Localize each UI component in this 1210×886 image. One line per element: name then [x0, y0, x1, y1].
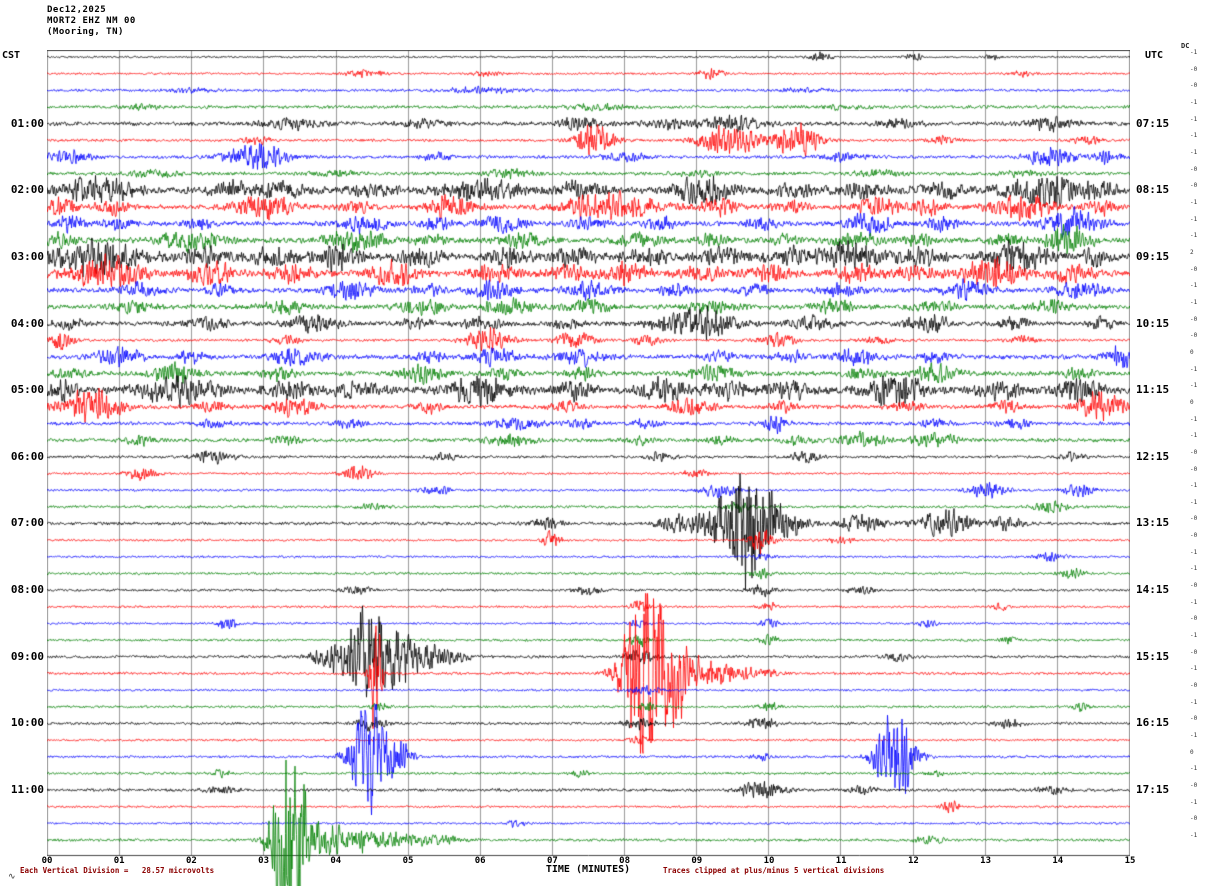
x-axis-title: TIME (MINUTES) [545, 864, 631, 875]
x-tick-label: 10 [763, 856, 775, 866]
dc-value: -1 [1190, 598, 1198, 606]
dc-value: -0 [1190, 332, 1198, 340]
x-tick-label: 13 [980, 856, 992, 866]
dc-value: -1 [1190, 665, 1198, 673]
x-tick-label: 01 [113, 856, 125, 866]
x-tick-label: 06 [474, 856, 486, 866]
dc-value: -0 [1190, 682, 1198, 690]
dc-value: -0 [1190, 582, 1198, 590]
x-tick-label: 02 [185, 856, 197, 866]
dc-value: -1 [1190, 132, 1198, 140]
cst-hour-label: 10:00 [10, 716, 44, 730]
dc-value: -1 [1190, 698, 1198, 706]
x-tick-label: 03 [258, 856, 270, 866]
x-tick-label: 11 [835, 856, 847, 866]
dc-value: -1 [1190, 632, 1198, 640]
dc-value: -1 [1190, 565, 1198, 573]
station-id: MORT2 EHZ NM 00 [47, 16, 136, 26]
station-location: (Mooring, TN) [47, 27, 124, 37]
dc-value: -0 [1190, 182, 1198, 190]
dc-value: -1 [1190, 148, 1198, 156]
utc-hour-label: 08:15 [1136, 183, 1170, 197]
corner-mark: ∿ [8, 872, 16, 882]
dc-value: -1 [1190, 415, 1198, 423]
dc-value: -1 [1190, 298, 1198, 306]
cst-hour-label: 07:00 [10, 516, 44, 530]
dc-value: -0 [1190, 448, 1198, 456]
dc-value: -0 [1190, 532, 1198, 540]
dc-value: -1 [1190, 432, 1198, 440]
dc-value: -0 [1190, 315, 1198, 323]
left-timezone-label: CST [2, 50, 21, 61]
x-tick-label: 05 [402, 856, 414, 866]
dc-value: -1 [1190, 832, 1198, 840]
dc-value: -0 [1190, 165, 1198, 173]
dc-value: -1 [1190, 798, 1198, 806]
clip-note: Traces clipped at plus/minus 5 vertical … [663, 866, 885, 875]
utc-hour-label: 11:15 [1136, 383, 1170, 397]
dc-value: -0 [1190, 65, 1198, 73]
dc-value: -0 [1190, 265, 1198, 273]
dc-value: 0 [1190, 348, 1194, 356]
cst-hour-label: 03:00 [10, 249, 44, 263]
dc-value: -0 [1190, 82, 1198, 90]
dc-value: -0 [1190, 515, 1198, 523]
utc-hour-label: 17:15 [1136, 783, 1170, 797]
dc-value: -1 [1190, 482, 1198, 490]
cst-hour-label: 02:00 [10, 183, 44, 197]
dc-value: -1 [1190, 198, 1198, 206]
x-tick-label: 04 [330, 856, 342, 866]
dc-value: -0 [1190, 815, 1198, 823]
utc-hour-label: 07:15 [1136, 116, 1170, 130]
dc-value: -1 [1190, 282, 1198, 290]
utc-hour-label: 12:15 [1136, 449, 1170, 463]
dc-value: -0 [1190, 648, 1198, 656]
cst-hour-label: 01:00 [10, 116, 44, 130]
utc-hour-label: 15:15 [1136, 649, 1170, 663]
dc-value: -0 [1190, 615, 1198, 623]
right-timezone-label: UTC [1145, 50, 1164, 61]
utc-hour-label: 14:15 [1136, 583, 1170, 597]
dc-column-header: DC [1181, 42, 1190, 50]
cst-hour-label: 09:00 [10, 649, 44, 663]
dc-value: -1 [1190, 732, 1198, 740]
dc-value: 2 [1190, 248, 1194, 256]
x-tick-label: 09 [691, 856, 703, 866]
vertical-division-note: Each Vertical Division = 28.57 microvolt… [20, 866, 215, 875]
cst-hour-label: 04:00 [10, 316, 44, 330]
cst-hour-label: 05:00 [10, 383, 44, 397]
dc-value: -1 [1190, 382, 1198, 390]
dc-value: -1 [1190, 215, 1198, 223]
utc-hour-label: 16:15 [1136, 716, 1170, 730]
dc-value: -1 [1190, 765, 1198, 773]
utc-hour-label: 10:15 [1136, 316, 1170, 330]
dc-value: -1 [1190, 98, 1198, 106]
dc-value: -1 [1190, 49, 1198, 56]
dc-value: 0 [1190, 398, 1194, 406]
x-tick-label: 08 [619, 856, 631, 866]
x-tick-label: 00 [41, 856, 53, 866]
dc-value: -0 [1190, 782, 1198, 790]
x-tick-label: 12 [907, 856, 919, 866]
utc-hour-label: 13:15 [1136, 516, 1170, 530]
cst-hour-label: 08:00 [10, 583, 44, 597]
cst-hour-label: 11:00 [10, 783, 44, 797]
dc-value: -1 [1190, 548, 1198, 556]
x-tick-label: 07 [546, 856, 558, 866]
dc-value: 0 [1190, 748, 1194, 756]
dc-value: -1 [1190, 498, 1198, 506]
dc-value: -0 [1190, 465, 1198, 473]
plot-date: Dec12,2025 [47, 5, 107, 15]
dc-value: -1 [1190, 232, 1198, 240]
dc-value: -1 [1190, 365, 1198, 373]
cst-hour-label: 06:00 [10, 449, 44, 463]
dc-value: -1 [1190, 115, 1198, 123]
x-tick-label: 15 [1124, 856, 1136, 866]
x-tick-label: 14 [1052, 856, 1064, 866]
seismogram-canvas [47, 50, 1130, 886]
utc-hour-label: 09:15 [1136, 249, 1170, 263]
dc-value: -0 [1190, 715, 1198, 723]
